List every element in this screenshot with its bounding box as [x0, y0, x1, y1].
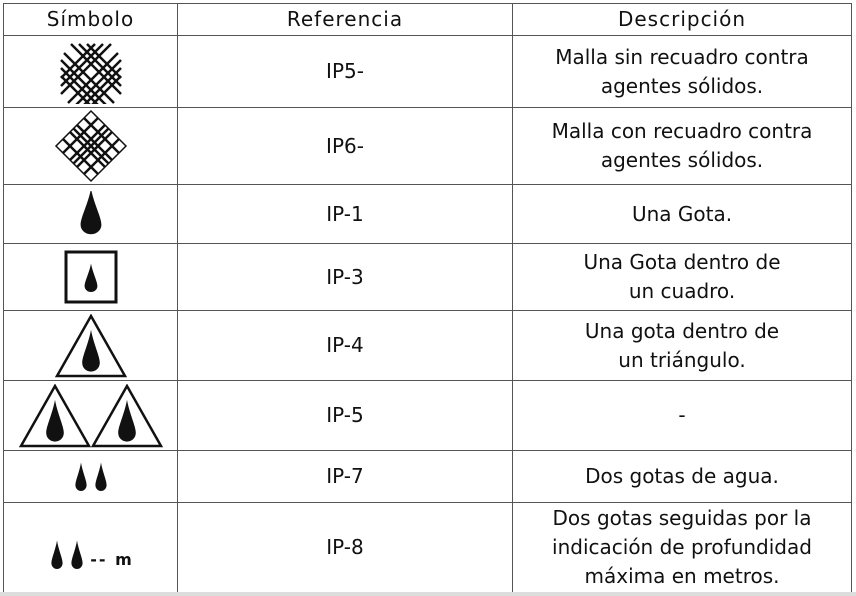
symbol-cell: [3, 450, 178, 503]
reference-cell: IP-8: [177, 502, 513, 593]
bottom-edge: [0, 592, 856, 596]
table-row: IP-4 Una gota dentro de un triángulo.: [3, 310, 852, 381]
reference-cell: IP-7: [177, 450, 513, 503]
drop-in-triangle-icon: [54, 313, 127, 377]
reference-cell: IP-4: [177, 310, 513, 381]
reference-cell: IP-1: [177, 184, 513, 244]
description-cell: Dos gotas de agua.: [512, 450, 852, 503]
table-row: IP-7 Dos gotas de agua.: [3, 450, 852, 503]
reference-cell: IP6-: [177, 107, 513, 185]
description-cell: Una Gota dentro de un cuadro.: [512, 243, 852, 311]
description-cell: Dos gotas seguidas por la indicación de …: [512, 502, 852, 593]
drop-icon: [80, 191, 101, 235]
two-drops-depth-icon: [51, 540, 83, 569]
description-cell: Una Gota.: [512, 184, 852, 244]
symbol-cell: [3, 35, 178, 108]
mesh-with-border-icon: [54, 109, 127, 183]
depth-indicator: -- m: [90, 549, 134, 569]
description-cell: Una gota dentro de un triángulo.: [512, 310, 852, 381]
table-row: IP6- Malla con recuadro contra agentes s…: [3, 107, 852, 185]
two-drops-in-triangles-icon: [18, 383, 163, 447]
header-description: Descripción: [512, 3, 852, 36]
table-row: -- m IP-8 Dos gotas seguidas por la indi…: [3, 502, 852, 593]
reference-cell: IP5-: [177, 35, 513, 108]
header-reference: Referencia: [177, 3, 513, 36]
table-row: IP-3 Una Gota dentro de un cuadro.: [3, 243, 852, 311]
two-drops-icon: [74, 462, 107, 491]
symbol-cell: -- m: [3, 502, 178, 593]
description-cell: -: [512, 380, 852, 451]
table-row: IP5- Malla sin recuadro contra agentes s…: [3, 35, 852, 108]
drop-in-square-icon: [64, 250, 117, 304]
reference-cell: IP-3: [177, 243, 513, 311]
description-cell: Malla sin recuadro contra agentes sólido…: [512, 35, 852, 108]
symbol-cell: [3, 107, 178, 185]
header-row: Símbolo Referencia Descripción: [3, 3, 852, 36]
symbol-cell: [3, 380, 178, 451]
table-row: IP-1 Una Gota.: [3, 184, 852, 244]
ip-symbols-table: Símbolo Referencia Descripción IP5- Mall…: [3, 3, 852, 593]
reference-cell: IP-5: [177, 380, 513, 451]
symbol-cell: [3, 184, 178, 244]
mesh-without-border-icon: [59, 42, 122, 104]
symbol-cell: [3, 310, 178, 381]
header-symbol: Símbolo: [3, 3, 178, 36]
symbol-cell: [3, 243, 178, 311]
table-row: IP-5 -: [3, 380, 852, 451]
description-cell: Malla con recuadro contra agentes sólido…: [512, 107, 852, 185]
